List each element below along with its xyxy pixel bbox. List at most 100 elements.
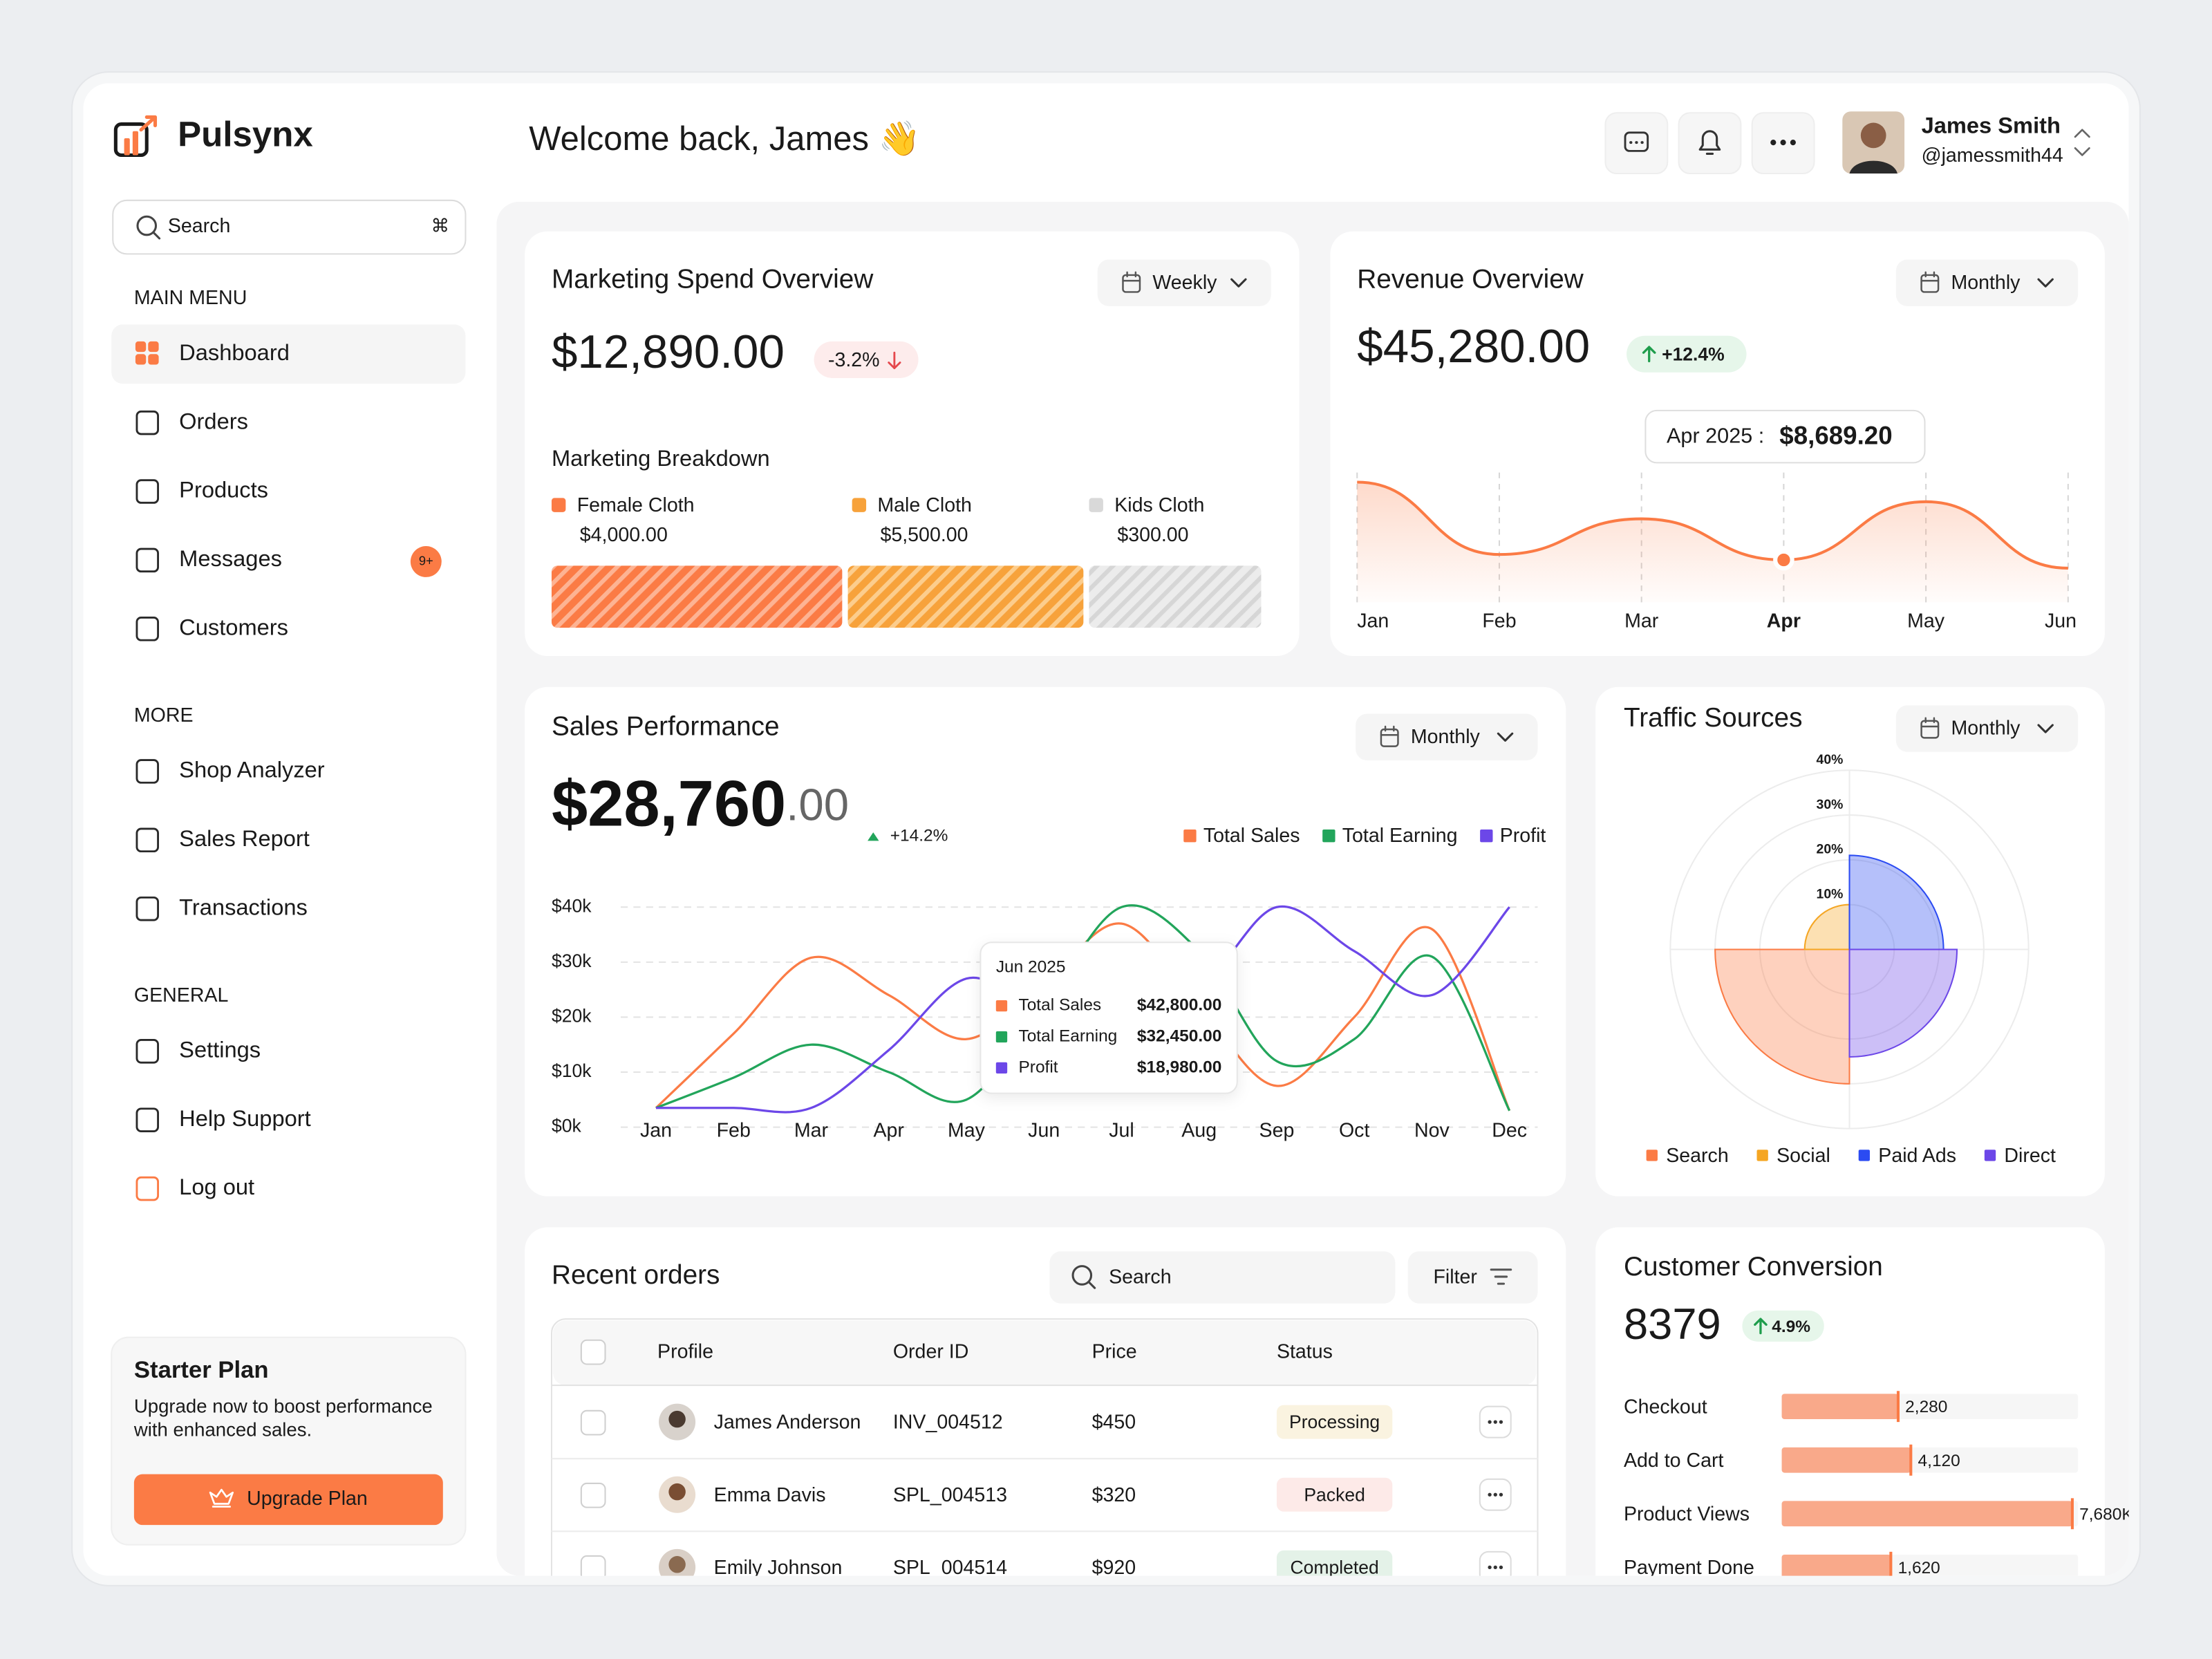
change-value: -3.2% xyxy=(828,349,880,371)
icon xyxy=(1780,140,1786,146)
order-id: SPL_004514 xyxy=(893,1557,1007,1579)
legend-label: Paid Ads xyxy=(1878,1145,1956,1167)
y-tick-label: $10k xyxy=(552,1060,592,1081)
menu-item[interactable]: Transactions xyxy=(179,894,308,919)
status-label: Completed xyxy=(1290,1557,1378,1577)
order-price: $450 xyxy=(1092,1412,1136,1434)
search-placeholder[interactable]: Search xyxy=(168,215,230,237)
filter-label[interactable]: Filter xyxy=(1433,1266,1477,1288)
breakdown-bar xyxy=(1089,565,1262,628)
period-label[interactable]: Weekly xyxy=(1152,272,1217,294)
revenue-area xyxy=(1357,482,2068,603)
period-dropdown[interactable] xyxy=(1356,713,1538,760)
search-box[interactable] xyxy=(1049,1251,1396,1304)
menu-item[interactable]: Customers xyxy=(179,614,288,639)
x-tick-label: Mar xyxy=(1624,610,1659,632)
status-pill xyxy=(1276,1405,1393,1439)
menu-item[interactable]: Settings xyxy=(179,1036,261,1062)
legend-label: Total Earning xyxy=(1342,825,1458,847)
breakdown-name: Female Cloth xyxy=(577,494,695,516)
column-header: Price xyxy=(1092,1341,1137,1363)
card-title: Revenue Overview xyxy=(1357,264,1584,294)
icon xyxy=(1754,1318,1768,1335)
breakdown-bar xyxy=(847,565,1084,628)
icon xyxy=(135,827,159,853)
x-tick-label: Jun xyxy=(1028,1119,1060,1141)
tooltip-label: Total Earning xyxy=(1018,1027,1117,1045)
header-button[interactable] xyxy=(1678,112,1742,175)
legend-swatch xyxy=(1984,1150,1996,1161)
total-value: $45,280.00 xyxy=(1357,321,1590,373)
upgrade-button-label[interactable]: Upgrade Plan xyxy=(247,1488,368,1510)
app: Pulsynx Search ⌘ MAIN MENU Dashboard Orders Pr… xyxy=(83,83,2129,1580)
menu-item[interactable]: Products xyxy=(179,477,268,503)
menu-active-bg xyxy=(111,324,466,384)
period-dropdown[interactable] xyxy=(1895,705,2079,752)
period-label[interactable]: Monthly xyxy=(1411,726,1481,748)
icon xyxy=(868,832,879,841)
icon xyxy=(1490,1268,1512,1285)
menu-section-title: GENERAL xyxy=(134,984,229,1006)
icon xyxy=(1790,140,1796,146)
x-tick-label: Jul xyxy=(1109,1119,1134,1141)
checkbox[interactable] xyxy=(580,1555,606,1580)
order-id: INV_004512 xyxy=(893,1412,1003,1434)
total-value: 8379 xyxy=(1624,1300,1721,1349)
menu-section-title: MAIN MENU xyxy=(134,287,247,309)
welcome-text: Welcome back, James 👋 xyxy=(529,120,920,159)
icon xyxy=(135,617,159,641)
icon xyxy=(135,547,159,573)
tooltip-value: $32,450.00 xyxy=(1137,1027,1221,1045)
menu-item[interactable]: Shop Analyzer xyxy=(179,757,325,782)
tooltip-label: Total Sales xyxy=(1018,996,1101,1015)
order-id: SPL_004513 xyxy=(893,1484,1007,1506)
legend-swatch xyxy=(1480,830,1493,843)
user-handle: @jamessmith44 xyxy=(1922,144,2063,167)
checkbox[interactable] xyxy=(580,1339,606,1365)
menu-item[interactable]: Help Support xyxy=(179,1105,311,1131)
x-tick-label: Feb xyxy=(1482,610,1516,632)
column-header: Status xyxy=(1277,1341,1333,1363)
x-tick-label: Jan xyxy=(1357,610,1389,632)
icon xyxy=(1380,725,1399,736)
icon xyxy=(1380,728,1399,747)
change-value: +12.4% xyxy=(1662,344,1725,364)
legend-label: Total Sales xyxy=(1203,825,1300,847)
icon xyxy=(135,1107,159,1132)
filter-button[interactable] xyxy=(1407,1251,1538,1304)
period-label[interactable]: Monthly xyxy=(1951,272,2021,294)
icon xyxy=(135,759,159,784)
menu-item[interactable]: Messages xyxy=(179,545,282,571)
tooltip xyxy=(980,941,1238,1094)
table xyxy=(550,1318,1539,1576)
legend-swatch xyxy=(1183,830,1197,843)
status-pill xyxy=(1276,1550,1393,1576)
period-label[interactable]: Monthly xyxy=(1951,718,2021,740)
icon xyxy=(1122,271,1141,282)
breakdown-amount: $4,000.00 xyxy=(580,524,668,546)
period-dropdown[interactable] xyxy=(1895,259,2079,306)
checkbox[interactable] xyxy=(580,1482,606,1508)
menu-item[interactable]: Log out xyxy=(179,1174,254,1199)
brand-name: Pulsynx xyxy=(178,114,313,153)
upgrade-button[interactable] xyxy=(133,1474,443,1526)
tooltip-value: $18,980.00 xyxy=(1137,1058,1221,1076)
series-line xyxy=(655,904,1511,1112)
bar xyxy=(1781,1447,1911,1473)
x-tick-label: Nov xyxy=(1414,1119,1450,1141)
user-name: James Smith xyxy=(1922,112,2061,138)
icon xyxy=(135,1039,159,1064)
menu-item[interactable]: Orders xyxy=(179,408,248,433)
search-placeholder[interactable]: Search xyxy=(1109,1266,1172,1288)
menu-item[interactable]: Dashboard xyxy=(179,339,290,365)
icon xyxy=(1920,274,1940,293)
checkbox[interactable] xyxy=(580,1409,606,1436)
search-box[interactable] xyxy=(112,199,467,255)
menu-item[interactable]: Sales Report xyxy=(179,825,310,851)
highlight-point xyxy=(1773,549,1794,571)
breakdown-name: Male Cloth xyxy=(877,494,972,516)
category-label: Product Views xyxy=(1624,1503,1750,1525)
period-dropdown[interactable] xyxy=(1097,259,1271,306)
icon xyxy=(1499,1492,1503,1497)
icon xyxy=(1499,1565,1503,1569)
